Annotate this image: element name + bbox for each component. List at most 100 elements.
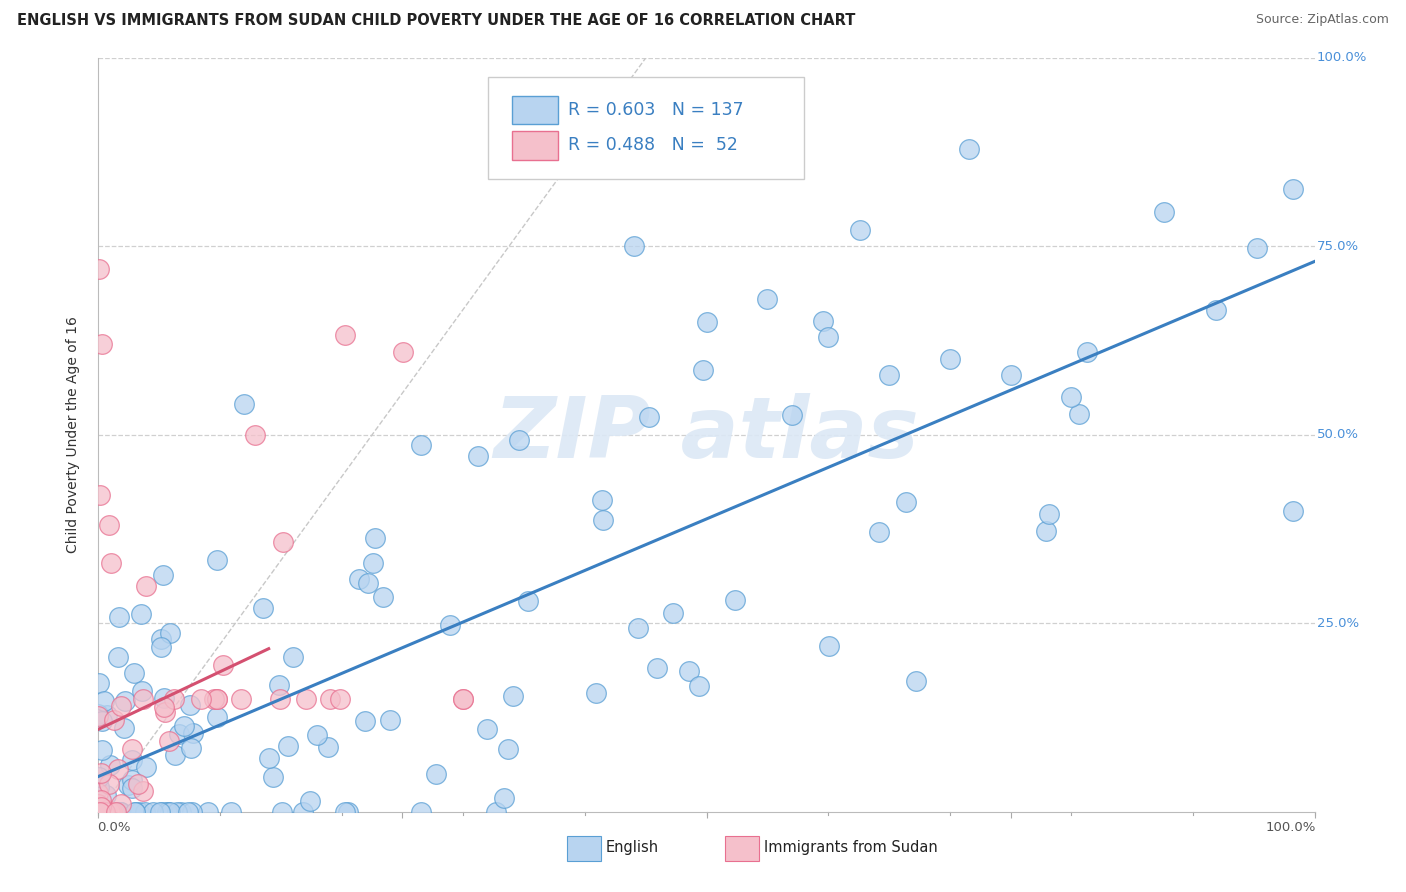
Point <box>150 640 173 655</box>
Point <box>87 805 110 819</box>
Point <box>638 410 661 425</box>
Point <box>364 531 387 545</box>
Point <box>87 780 110 795</box>
Point <box>180 805 202 819</box>
Text: 75.0%: 75.0% <box>1317 240 1360 253</box>
Point <box>156 805 179 819</box>
Point <box>108 805 131 819</box>
Point <box>110 797 132 811</box>
Point <box>678 664 700 678</box>
Point <box>298 794 321 808</box>
Point <box>291 805 314 819</box>
Point <box>202 691 225 706</box>
Text: 100.0%: 100.0% <box>1265 821 1316 834</box>
Point <box>159 625 181 640</box>
Point <box>905 674 928 689</box>
Point <box>1246 240 1268 254</box>
Point <box>1153 204 1175 219</box>
Point <box>849 223 872 237</box>
Point <box>96 708 118 723</box>
Point <box>131 691 153 706</box>
Text: ENGLISH VS IMMIGRANTS FROM SUDAN CHILD POVERTY UNDER THE AGE OF 16 CORRELATION C: ENGLISH VS IMMIGRANTS FROM SUDAN CHILD P… <box>17 13 855 29</box>
Point <box>724 593 747 607</box>
Point <box>627 621 650 635</box>
Point <box>135 578 157 592</box>
Point <box>877 368 900 382</box>
Point <box>157 734 180 748</box>
Point <box>93 805 115 819</box>
Point <box>688 679 710 693</box>
Point <box>517 594 540 608</box>
Point <box>87 805 110 819</box>
Point <box>662 607 685 621</box>
Point <box>939 352 962 367</box>
Point <box>90 766 112 780</box>
Point <box>163 748 186 763</box>
Point <box>89 488 111 502</box>
Point <box>692 363 714 377</box>
Point <box>177 805 200 819</box>
Point <box>93 805 115 819</box>
Point <box>90 337 112 351</box>
Point <box>121 773 143 788</box>
Point <box>150 805 173 819</box>
Point <box>87 805 110 819</box>
Point <box>262 770 284 784</box>
Point <box>157 805 180 819</box>
Point <box>1069 407 1091 421</box>
Text: 0.0%: 0.0% <box>97 821 131 834</box>
Point <box>373 590 395 604</box>
Point <box>623 239 645 253</box>
Point <box>205 691 228 706</box>
Point <box>90 800 112 814</box>
Point <box>868 525 890 540</box>
Point <box>108 610 131 624</box>
Point <box>1000 368 1022 382</box>
Point <box>817 330 839 344</box>
Point <box>127 777 149 791</box>
Point <box>93 694 115 708</box>
Point <box>94 788 117 802</box>
Point <box>87 708 110 723</box>
Point <box>269 678 291 692</box>
Text: 100.0%: 100.0% <box>1317 52 1368 64</box>
Point <box>97 518 120 533</box>
Point <box>181 726 204 740</box>
Point <box>87 797 110 812</box>
Point <box>337 805 360 819</box>
Point <box>271 535 294 549</box>
Point <box>121 753 143 767</box>
Point <box>494 790 516 805</box>
Point <box>896 495 918 509</box>
Point <box>105 805 128 819</box>
Point <box>128 805 150 819</box>
Point <box>89 805 111 819</box>
Point <box>89 805 111 819</box>
Point <box>347 573 370 587</box>
Point <box>205 552 228 566</box>
Point <box>131 683 153 698</box>
Y-axis label: Child Poverty Under the Age of 16: Child Poverty Under the Age of 16 <box>66 317 80 553</box>
Text: 50.0%: 50.0% <box>1317 428 1360 442</box>
Point <box>354 714 377 729</box>
Point <box>122 665 145 680</box>
Point <box>134 805 156 819</box>
Point <box>453 691 475 706</box>
Point <box>179 698 201 712</box>
Point <box>496 742 519 756</box>
FancyBboxPatch shape <box>512 95 558 124</box>
Point <box>91 714 114 728</box>
Point <box>107 763 129 777</box>
Point <box>93 805 115 819</box>
Point <box>281 649 304 664</box>
Text: R = 0.488   N =  52: R = 0.488 N = 52 <box>568 136 738 154</box>
Point <box>307 728 329 742</box>
Point <box>425 766 447 780</box>
Point <box>114 721 136 735</box>
Point <box>329 691 352 706</box>
Point <box>131 607 153 621</box>
Point <box>277 739 299 753</box>
Text: Immigrants from Sudan: Immigrants from Sudan <box>763 840 938 855</box>
Point <box>90 743 112 757</box>
Point <box>1038 508 1060 522</box>
